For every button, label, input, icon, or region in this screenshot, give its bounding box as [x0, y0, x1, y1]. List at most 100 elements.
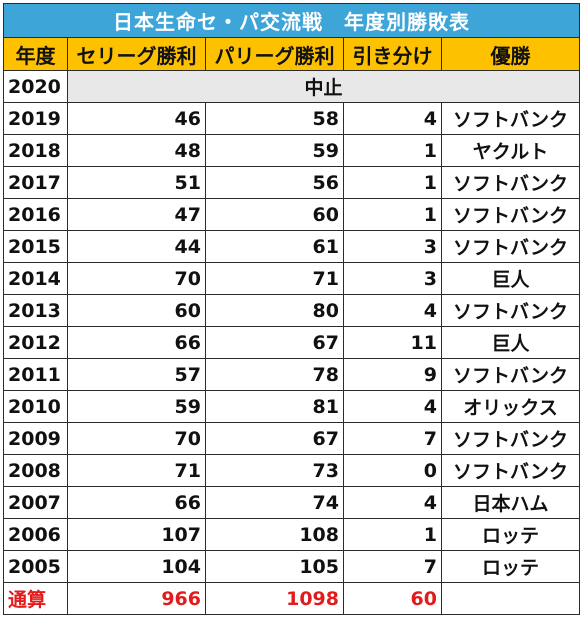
draws-cell: 0	[343, 454, 442, 487]
champion-cell: オリックス	[440, 390, 581, 423]
pacific-wins-cell: 81	[205, 390, 344, 423]
total-pacific-wins: 1098	[205, 582, 344, 615]
total-central-wins: 966	[67, 582, 206, 615]
champion-cell: 日本ハム	[440, 486, 581, 519]
draws-cell: 4	[343, 294, 442, 327]
table-row: 2010 59 81 4 オリックス	[3, 390, 581, 423]
central-wins-cell: 51	[67, 166, 206, 199]
year-cell: 2006	[3, 518, 68, 551]
pacific-wins-cell: 73	[205, 454, 344, 487]
table-row: 2011 57 78 9 ソフトバンク	[3, 358, 581, 391]
champion-cell: ソフトバンク	[440, 422, 581, 455]
central-wins-cell: 107	[67, 518, 206, 551]
pacific-wins-cell: 71	[205, 262, 344, 295]
table-row: 2013 60 80 4 ソフトバンク	[3, 294, 581, 327]
central-wins-cell: 66	[67, 486, 206, 519]
year-cell: 2007	[3, 486, 68, 519]
table-row: 2009 70 67 7 ソフトバンク	[3, 422, 581, 455]
pacific-wins-cell: 80	[205, 294, 344, 327]
draws-cell: 11	[343, 326, 442, 359]
pacific-wins-cell: 59	[205, 134, 344, 167]
draws-cell: 9	[343, 358, 442, 391]
central-wins-cell: 60	[67, 294, 206, 327]
year-cell: 2017	[3, 166, 68, 199]
pacific-wins-cell: 67	[205, 422, 344, 455]
season-results-table: 日本生命セ・パ交流戦 年度別勝敗表 年度 セリーグ勝利 パリーグ勝利 引き分け …	[2, 3, 581, 615]
pacific-wins-cell: 58	[205, 102, 344, 135]
year-cell: 2011	[3, 358, 68, 391]
central-wins-cell: 70	[67, 422, 206, 455]
header-central-wins: セリーグ勝利	[67, 37, 206, 71]
table-row: 2012 66 67 11 巨人	[3, 326, 581, 359]
table-header-row: 年度 セリーグ勝利 パリーグ勝利 引き分け 優勝	[3, 37, 581, 71]
year-cell: 2005	[3, 550, 68, 583]
year-cell: 2013	[3, 294, 68, 327]
total-label: 通算	[3, 582, 68, 615]
draws-cell: 7	[343, 550, 442, 583]
year-cell: 2014	[3, 262, 68, 295]
champion-cell: ソフトバンク	[440, 358, 581, 391]
pacific-wins-cell: 74	[205, 486, 344, 519]
table-row: 2018 48 59 1 ヤクルト	[3, 134, 581, 167]
draws-cell: 1	[343, 134, 442, 167]
draws-cell: 7	[343, 422, 442, 455]
draws-cell: 3	[343, 230, 442, 263]
total-row: 通算 966 1098 60	[3, 582, 581, 615]
champion-cell: ソフトバンク	[440, 102, 581, 135]
central-wins-cell: 71	[67, 454, 206, 487]
table-row: 2006 107 108 1 ロッテ	[3, 518, 581, 551]
draws-cell: 4	[343, 102, 442, 135]
table-row: 2019 46 58 4 ソフトバンク	[3, 102, 581, 135]
pacific-wins-cell: 60	[205, 198, 344, 231]
table-row-cancelled: 2020 中止	[3, 70, 581, 103]
central-wins-cell: 48	[67, 134, 206, 167]
table-row: 2014 70 71 3 巨人	[3, 262, 581, 295]
header-champion: 優勝	[440, 37, 581, 71]
draws-cell: 1	[343, 166, 442, 199]
draws-cell: 1	[343, 518, 442, 551]
champion-cell: ソフトバンク	[440, 294, 581, 327]
year-cell: 2016	[3, 198, 68, 231]
draws-cell: 1	[343, 198, 442, 231]
year-cell: 2020	[3, 70, 68, 103]
central-wins-cell: 104	[67, 550, 206, 583]
central-wins-cell: 47	[67, 198, 206, 231]
central-wins-cell: 57	[67, 358, 206, 391]
draws-cell: 4	[343, 486, 442, 519]
year-cell: 2015	[3, 230, 68, 263]
champion-cell: ソフトバンク	[440, 230, 581, 263]
header-pacific-wins: パリーグ勝利	[205, 37, 344, 71]
year-cell: 2010	[3, 390, 68, 423]
champion-cell: ロッテ	[440, 518, 581, 551]
champion-cell: ソフトバンク	[440, 166, 581, 199]
table-row: 2005 104 105 7 ロッテ	[3, 550, 581, 583]
table-row: 2015 44 61 3 ソフトバンク	[3, 230, 581, 263]
year-cell: 2009	[3, 422, 68, 455]
central-wins-cell: 66	[67, 326, 206, 359]
header-draws: 引き分け	[343, 37, 442, 71]
central-wins-cell: 44	[67, 230, 206, 263]
table-row: 2007 66 74 4 日本ハム	[3, 486, 581, 519]
table-row: 2016 47 60 1 ソフトバンク	[3, 198, 581, 231]
pacific-wins-cell: 108	[205, 518, 344, 551]
year-cell: 2012	[3, 326, 68, 359]
year-cell: 2019	[3, 102, 68, 135]
champion-cell: ヤクルト	[440, 134, 581, 167]
cancelled-note: 中止	[66, 70, 581, 103]
central-wins-cell: 59	[67, 390, 206, 423]
header-year: 年度	[3, 37, 68, 71]
pacific-wins-cell: 78	[205, 358, 344, 391]
pacific-wins-cell: 56	[205, 166, 344, 199]
draws-cell: 4	[343, 390, 442, 423]
table-row: 2017 51 56 1 ソフトバンク	[3, 166, 581, 199]
total-draws: 60	[343, 582, 442, 615]
pacific-wins-cell: 105	[205, 550, 344, 583]
draws-cell: 3	[343, 262, 442, 295]
champion-cell: ロッテ	[440, 550, 581, 583]
year-cell: 2008	[3, 454, 68, 487]
pacific-wins-cell: 67	[205, 326, 344, 359]
total-champion-empty	[440, 582, 581, 615]
central-wins-cell: 46	[67, 102, 206, 135]
table-title: 日本生命セ・パ交流戦 年度別勝敗表	[2, 3, 581, 38]
table-row: 2008 71 73 0 ソフトバンク	[3, 454, 581, 487]
